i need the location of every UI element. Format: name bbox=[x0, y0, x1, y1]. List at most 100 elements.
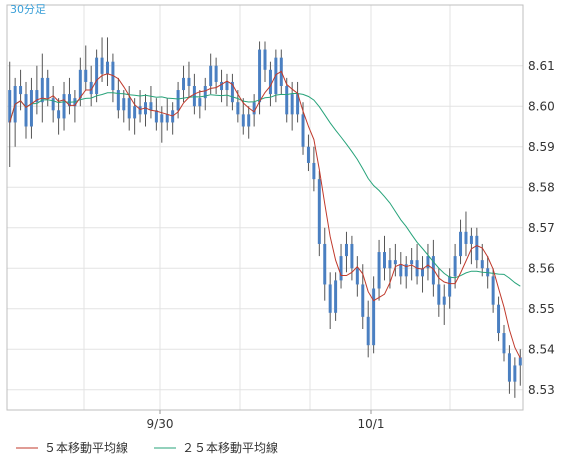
candle-body bbox=[334, 280, 338, 313]
candle-body bbox=[165, 114, 169, 123]
candle-body bbox=[421, 268, 425, 277]
y-tick-label: 8.54 bbox=[528, 342, 555, 356]
candle-body bbox=[203, 86, 207, 99]
candle-body bbox=[230, 81, 234, 103]
candle-body bbox=[19, 86, 23, 95]
candle-body bbox=[431, 256, 435, 285]
period-label: 30分足 bbox=[10, 3, 46, 16]
candle-body bbox=[323, 243, 327, 285]
candle-body bbox=[410, 260, 414, 265]
candle-body bbox=[296, 94, 300, 115]
candle-body bbox=[252, 102, 256, 115]
candle-body bbox=[464, 231, 468, 244]
legend-ma25-label: ２５本移動平均線 bbox=[182, 440, 278, 455]
candle-body bbox=[100, 57, 104, 74]
y-axis-ticks: 8.61 8.60 8.59 8.58 8.57 8.56 8.55 8.54 8.53 bbox=[528, 59, 555, 397]
candle-body bbox=[377, 252, 381, 289]
candle-body bbox=[51, 98, 55, 111]
candle-body bbox=[290, 94, 294, 115]
candle-body bbox=[46, 77, 50, 99]
candle-body bbox=[236, 102, 240, 115]
candle-body bbox=[513, 365, 517, 382]
candle-body bbox=[383, 252, 386, 269]
candle-body bbox=[366, 316, 370, 346]
candle-body bbox=[469, 235, 473, 244]
candle-body bbox=[187, 77, 191, 86]
candle-body bbox=[127, 98, 131, 119]
candle-body bbox=[361, 284, 365, 317]
candle-body bbox=[57, 110, 61, 119]
y-tick-label: 8.61 bbox=[528, 59, 555, 73]
candle-body bbox=[122, 98, 126, 111]
candle-body bbox=[214, 65, 218, 82]
candle-body bbox=[67, 94, 71, 107]
candle-body bbox=[507, 353, 511, 382]
candle-body bbox=[437, 284, 441, 305]
candle-body bbox=[149, 102, 153, 111]
candle-body bbox=[317, 179, 321, 244]
candle-body bbox=[220, 81, 224, 91]
candle-body bbox=[426, 256, 430, 269]
y-tick-label: 8.56 bbox=[528, 261, 555, 275]
candle-body bbox=[24, 94, 28, 127]
candle-body bbox=[350, 243, 354, 269]
x-axis-ticks: 9/30 10/1 bbox=[147, 410, 385, 431]
moving-average-lines bbox=[9, 70, 521, 359]
candle-body bbox=[116, 90, 120, 111]
candle-body bbox=[328, 284, 332, 313]
legend-ma5-label: ５本移動平均線 bbox=[44, 440, 128, 455]
candle-body bbox=[84, 69, 88, 82]
y-tick-label: 8.58 bbox=[528, 180, 555, 194]
candle-body bbox=[518, 357, 522, 366]
candle-body bbox=[95, 57, 99, 95]
candle-body bbox=[306, 146, 310, 163]
candle-body bbox=[268, 69, 272, 95]
candle-body bbox=[225, 81, 229, 91]
y-tick-label: 8.57 bbox=[528, 221, 555, 235]
ma5-line bbox=[9, 70, 521, 359]
x-tick-label: 10/1 bbox=[358, 417, 385, 431]
candle-body bbox=[372, 288, 376, 346]
candle-body bbox=[285, 86, 289, 115]
candle-body bbox=[453, 256, 457, 277]
ma25-line bbox=[9, 92, 521, 287]
legend: ５本移動平均線 ２５本移動平均線 bbox=[16, 440, 278, 455]
y-tick-label: 8.60 bbox=[528, 99, 555, 113]
candle-body bbox=[78, 69, 82, 99]
candle-body bbox=[176, 90, 180, 111]
candle-body bbox=[40, 77, 44, 103]
candle-body bbox=[241, 114, 245, 127]
candle-body bbox=[258, 49, 262, 103]
candle-body bbox=[442, 296, 446, 305]
candle-body bbox=[209, 65, 213, 86]
candle-body bbox=[448, 276, 452, 297]
candle-body bbox=[160, 114, 164, 123]
candle-body bbox=[62, 94, 66, 119]
y-tick-label: 8.53 bbox=[528, 383, 555, 397]
x-tick-label: 9/30 bbox=[147, 417, 174, 431]
grid-lines bbox=[7, 5, 523, 410]
candle-body bbox=[459, 231, 463, 257]
candle-body bbox=[399, 264, 403, 277]
plot-frame bbox=[6, 4, 524, 411]
candle-body bbox=[247, 114, 251, 127]
candle-body bbox=[301, 114, 305, 147]
candle-body bbox=[393, 260, 397, 265]
candle-body bbox=[491, 276, 495, 305]
candle-body bbox=[89, 81, 93, 95]
candle-body bbox=[388, 260, 392, 269]
candle-body bbox=[138, 106, 142, 115]
candle-body bbox=[480, 260, 484, 269]
candle-body bbox=[404, 264, 408, 277]
candle-body bbox=[355, 268, 359, 285]
candle-body bbox=[263, 49, 267, 70]
candle-body bbox=[312, 162, 316, 180]
y-tick-label: 8.55 bbox=[528, 302, 555, 316]
candle-body bbox=[8, 90, 12, 123]
candle-body bbox=[29, 90, 33, 127]
candle-body bbox=[475, 235, 479, 261]
candle-body bbox=[339, 256, 343, 281]
y-tick-label: 8.59 bbox=[528, 140, 555, 154]
